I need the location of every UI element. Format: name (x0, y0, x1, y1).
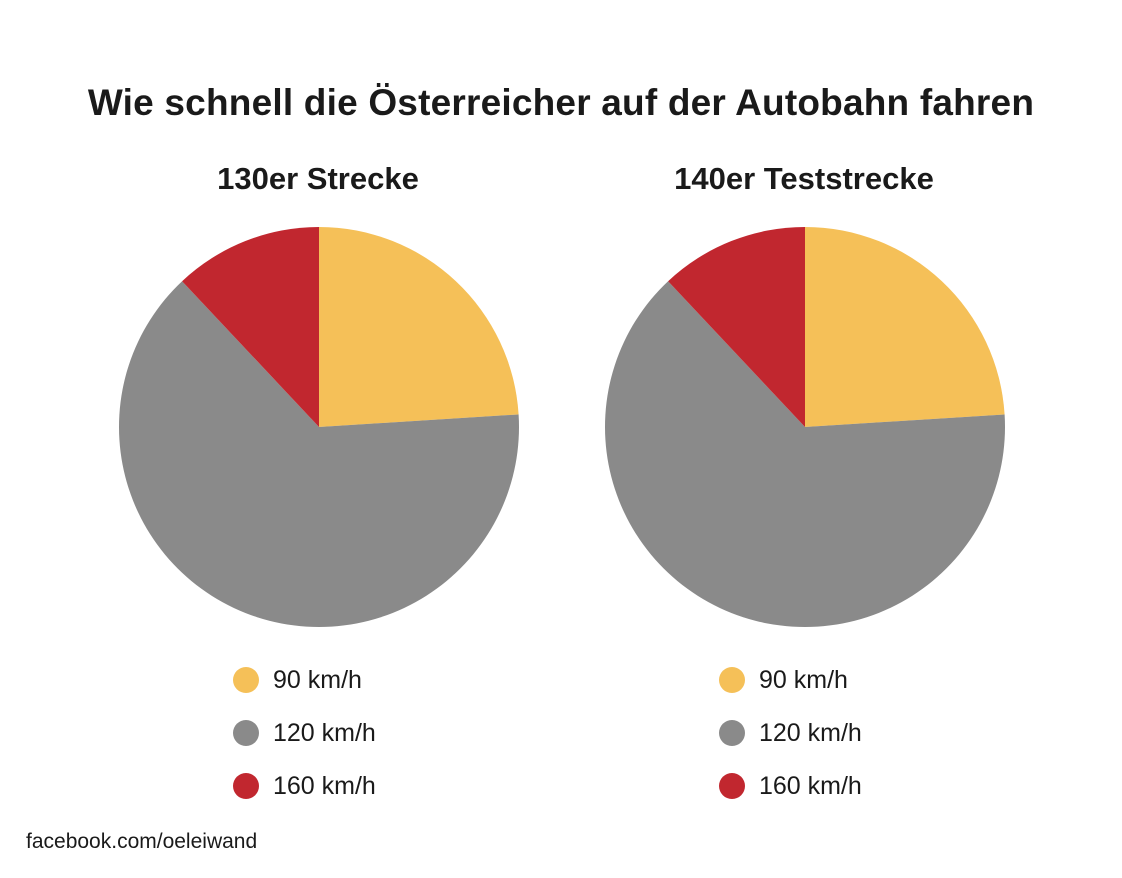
pie-slice-90-km-h (805, 227, 1005, 427)
legend-label: 90 km/h (273, 665, 362, 694)
legend-item: 160 km/h (719, 766, 862, 806)
legend-swatch (719, 773, 745, 799)
page-title: Wie schnell die Österreicher auf der Aut… (87, 82, 1035, 123)
chart-title-130: 130er Strecke (217, 161, 419, 196)
legend-label: 160 km/h (273, 771, 376, 800)
pie-slice-90-km-h (319, 227, 519, 427)
pie-slice-120-km-h (605, 281, 1005, 627)
legend-item: 90 km/h (233, 660, 376, 700)
legend-item: 120 km/h (719, 713, 862, 753)
legend-item: 120 km/h (233, 713, 376, 753)
legend-swatch (719, 720, 745, 746)
legend-swatch (233, 720, 259, 746)
source-credit: facebook.com/oeleiwand (26, 830, 258, 853)
legend-swatch (719, 667, 745, 693)
legend-item: 90 km/h (719, 660, 862, 700)
legend-130: 90 km/h 120 km/h 160 km/h (233, 660, 376, 819)
pie-chart-140 (605, 227, 1005, 627)
legend-140: 90 km/h 120 km/h 160 km/h (719, 660, 862, 819)
pie-slice-160-km-h (182, 227, 319, 427)
pie-chart-130 (118, 227, 519, 627)
legend-item: 160 km/h (233, 766, 376, 806)
legend-label: 120 km/h (759, 718, 862, 747)
legend-label: 120 km/h (273, 718, 376, 747)
pie-slice-120-km-h (118, 281, 519, 627)
pie-slice-160-km-h (668, 227, 805, 427)
legend-label: 90 km/h (759, 665, 848, 694)
legend-swatch (233, 667, 259, 693)
legend-label: 160 km/h (759, 771, 862, 800)
chart-title-140: 140er Teststrecke (674, 161, 934, 196)
legend-swatch (233, 773, 259, 799)
